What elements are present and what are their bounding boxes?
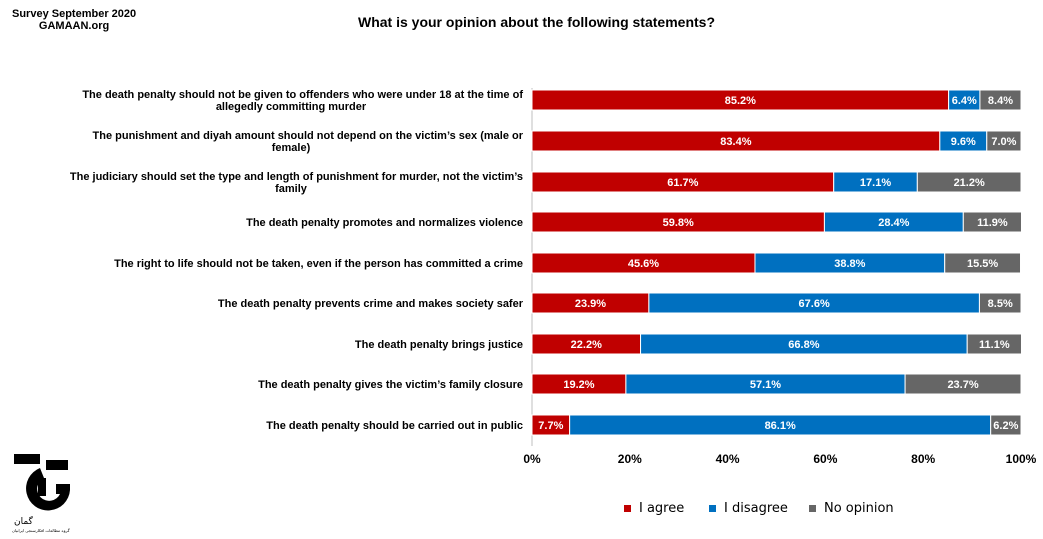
category-label: The death penalty gives the victim’s fam… xyxy=(258,379,523,391)
category-label: The punishment and diyah amount should n… xyxy=(93,130,524,142)
data-label: 9.6% xyxy=(951,136,976,148)
bar-no-opinion xyxy=(990,414,1022,436)
x-tick-label: 100% xyxy=(1006,452,1037,466)
x-tick-label: 0% xyxy=(523,452,541,466)
data-label: 8.4% xyxy=(988,95,1013,107)
category-label: The death penalty promotes and normalize… xyxy=(246,217,523,229)
category-label: The death penalty prevents crime and mak… xyxy=(218,298,524,310)
data-label: 22.2% xyxy=(571,339,602,351)
data-label: 23.9% xyxy=(575,298,606,310)
legend-item-agree: I agree xyxy=(624,501,684,516)
chart-title: What is your opinion about the following… xyxy=(358,14,715,30)
data-label: 15.5% xyxy=(967,258,998,270)
legend-swatch-agree xyxy=(624,505,631,512)
data-label: 19.2% xyxy=(563,379,594,391)
data-label: 85.2% xyxy=(725,95,756,107)
legend-label-no-opinion: No opinion xyxy=(824,501,894,516)
category-label: The death penalty should be carried out … xyxy=(266,420,523,432)
bar-no-opinion xyxy=(978,292,1022,314)
x-tick-label: 20% xyxy=(618,452,642,466)
bar-no-opinion xyxy=(962,211,1022,233)
gamaan-logo-icon: گمان گروه مطالعات افکارسنجی ایرانیان xyxy=(8,448,94,534)
data-label: 6.2% xyxy=(993,420,1018,432)
survey-source: GAMAAN.org xyxy=(38,20,110,32)
category-label: family xyxy=(275,183,308,195)
legend-swatch-no-opinion xyxy=(809,505,816,512)
data-label: 38.8% xyxy=(834,258,865,270)
svg-text:گمان: گمان xyxy=(14,515,34,527)
category-label: female) xyxy=(272,142,311,154)
category-label: allegedly committing murder xyxy=(216,101,367,113)
data-label: 45.6% xyxy=(628,258,659,270)
legend-item-disagree: I disagree xyxy=(709,501,788,516)
x-tick-label: 60% xyxy=(813,452,837,466)
data-label: 83.4% xyxy=(720,136,751,148)
survey-label: Survey September 2020 GAMAAN.org xyxy=(12,8,136,32)
data-label: 66.8% xyxy=(788,339,819,351)
legend-label-disagree: I disagree xyxy=(724,501,788,516)
data-label: 8.5% xyxy=(988,298,1013,310)
bar-no-opinion xyxy=(979,89,1022,111)
chart-legend: I agree I disagree No opinion xyxy=(0,501,1043,517)
data-label: 57.1% xyxy=(750,379,781,391)
category-label: The right to life should not be taken, e… xyxy=(114,258,523,270)
category-label: The death penalty brings justice xyxy=(355,339,523,351)
bar-no-opinion xyxy=(944,252,1022,274)
data-label: 61.7% xyxy=(667,177,698,189)
bar-no-opinion xyxy=(904,373,1022,395)
svg-text:گروه مطالعات افکارسنجی ایرانیا: گروه مطالعات افکارسنجی ایرانیان xyxy=(12,528,70,533)
data-label: 28.4% xyxy=(878,217,909,229)
legend-swatch-disagree xyxy=(709,505,716,512)
legend-label-agree: I agree xyxy=(639,501,685,516)
data-label: 21.2% xyxy=(954,177,985,189)
legend-item-no-opinion: No opinion xyxy=(809,501,894,516)
bar-no-opinion xyxy=(966,333,1022,355)
x-tick-label: 80% xyxy=(911,452,935,466)
data-label: 86.1% xyxy=(765,420,796,432)
data-label: 6.4% xyxy=(952,95,977,107)
data-label: 11.1% xyxy=(979,339,1010,351)
data-label: 23.7% xyxy=(947,379,978,391)
data-label: 7.7% xyxy=(538,420,563,432)
data-label: 11.9% xyxy=(977,217,1008,229)
data-label: 67.6% xyxy=(799,298,830,310)
survey-date: Survey September 2020 xyxy=(12,8,137,20)
category-label: The death penalty should not be given to… xyxy=(82,89,523,101)
x-tick-label: 40% xyxy=(716,452,740,466)
bar-no-opinion xyxy=(986,130,1022,152)
category-label: The judiciary should set the type and le… xyxy=(70,171,523,183)
bar-no-opinion xyxy=(916,171,1022,193)
data-label: 59.8% xyxy=(663,217,694,229)
data-label: 17.1% xyxy=(860,177,891,189)
data-label: 7.0% xyxy=(991,136,1016,148)
